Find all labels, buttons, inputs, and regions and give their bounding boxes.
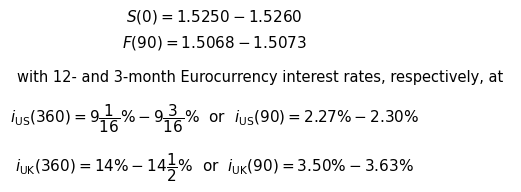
Text: $S(0) = 1.5250 - 1.5260$: $S(0) = 1.5250 - 1.5260$ (127, 7, 303, 26)
Text: with 12- and 3-month Eurocurrency interest rates, respectively, at: with 12- and 3-month Eurocurrency intere… (17, 70, 503, 85)
Text: $i_{\mathrm{UK}}(360) = 14\% - 14\dfrac{1}{2}\%\ \ \mathrm{or}\ \ i_{\mathrm{UK}: $i_{\mathrm{UK}}(360) = 14\% - 14\dfrac{… (15, 151, 414, 184)
Text: $F(90) = 1.5068 - 1.5073$: $F(90) = 1.5068 - 1.5073$ (122, 34, 307, 52)
Text: $i_{\mathrm{US}}(360) = 9\dfrac{1}{16}\% - 9\dfrac{3}{16}\%\ \ \mathrm{or}\ \ i_: $i_{\mathrm{US}}(360) = 9\dfrac{1}{16}\%… (10, 102, 419, 135)
